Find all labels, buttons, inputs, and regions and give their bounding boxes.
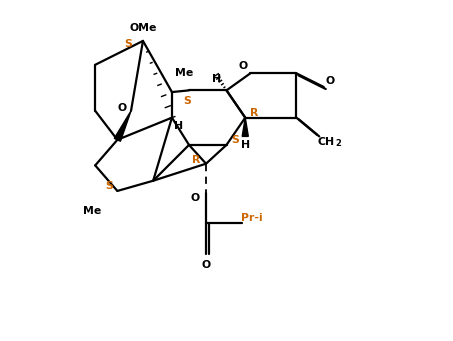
Text: O: O [191, 193, 200, 204]
Text: S: S [231, 135, 239, 145]
Text: H: H [212, 74, 222, 84]
Text: Me: Me [175, 68, 193, 78]
Text: R: R [193, 154, 201, 165]
Text: O: O [326, 76, 335, 86]
Text: H: H [241, 140, 250, 150]
Text: 2: 2 [335, 139, 341, 148]
Text: H: H [174, 121, 183, 131]
Text: O: O [118, 103, 127, 114]
Text: Pr-i: Pr-i [241, 212, 263, 223]
Polygon shape [114, 111, 131, 141]
Text: R: R [250, 107, 259, 118]
Text: S: S [183, 95, 191, 106]
Text: O: O [238, 61, 247, 72]
Polygon shape [242, 118, 248, 136]
Text: S: S [105, 181, 113, 191]
Text: Me: Me [83, 206, 101, 217]
Text: OMe: OMe [129, 23, 157, 33]
Text: O: O [202, 260, 211, 270]
Text: CH: CH [318, 136, 335, 147]
Text: S: S [125, 39, 132, 49]
